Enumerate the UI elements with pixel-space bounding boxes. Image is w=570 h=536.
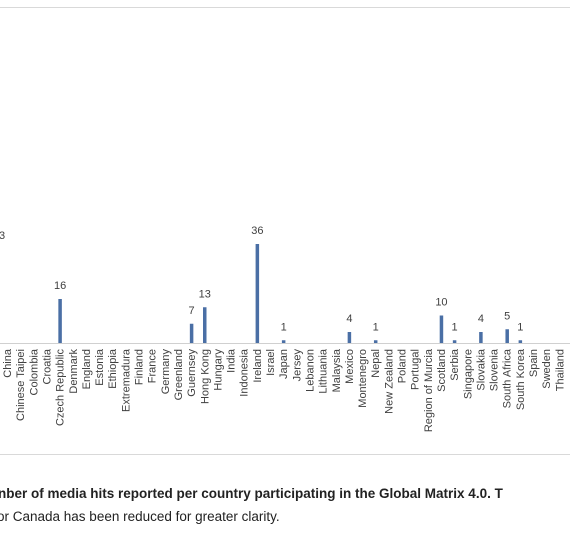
bar-south-africa [505, 329, 509, 343]
value-label-slovakia: 4 [478, 313, 484, 325]
tick-labels-group: China Chinese Taipei Colombia Croatia Czech … [2, 348, 566, 432]
tick-label-germany: Germany [160, 349, 172, 395]
tick-label-new-zealand: New Zealand [383, 349, 395, 414]
tick-label-spain: Spain [528, 349, 540, 377]
tick-label-indonesia: Indonesia [239, 348, 251, 397]
bar-czech-republic [58, 299, 62, 343]
tick-label-japan: Japan [278, 349, 290, 379]
tick-label-india: India [226, 348, 238, 373]
tick-label-nepal: Nepal [370, 349, 382, 378]
tick-label-chinese-taipei: Chinese Taipei [15, 349, 27, 421]
tick-label-south-korea: South Korea [515, 348, 527, 410]
tick-label-serbia: Serbia [449, 348, 461, 381]
partial-data-label: 3 [0, 230, 5, 242]
tick-label-czech-republic: Czech Republic [55, 349, 67, 427]
bar-japan [281, 340, 286, 343]
value-label-czech-republic: 16 [54, 280, 66, 292]
value-label-hong-kong: 13 [199, 288, 211, 300]
tick-label-jersey: Jersey [291, 349, 303, 382]
value-label-guernsey: 7 [189, 305, 195, 317]
bars-group [58, 244, 523, 343]
value-label-scotland: 10 [435, 297, 447, 309]
figure-caption-line-1: nber of media hits reported per country … [0, 486, 503, 501]
tick-label-guernsey: Guernsey [186, 349, 198, 397]
tick-label-finland: Finland [134, 349, 146, 385]
tick-label-denmark: Denmark [68, 349, 80, 394]
tick-label-thailand: Thailand [554, 349, 566, 391]
bar-mexico [347, 332, 352, 343]
tick-label-lithuania: Lithuania [318, 348, 330, 394]
bar-ireland [255, 244, 260, 343]
tick-label-israel: Israel [265, 349, 277, 376]
tick-label-colombia: Colombia [28, 348, 40, 395]
tick-label-croatia: Croatia [41, 348, 53, 384]
tick-label-montenegro: Montenegro [357, 349, 369, 408]
tick-label-poland: Poland [397, 349, 409, 383]
tick-label-portugal: Portugal [410, 349, 422, 390]
tick-label-ireland: Ireland [252, 349, 264, 383]
tick-label-hungary: Hungary [212, 349, 224, 391]
tick-label-china: China [2, 348, 14, 378]
bar-hong-kong [203, 307, 207, 343]
value-label-serbia: 1 [452, 321, 458, 333]
bar-nepal [373, 340, 378, 343]
tick-label-scotland: Scotland [436, 349, 448, 392]
tick-label-france: France [147, 349, 159, 383]
figure-caption-line-2: or Canada has been reduced for greater c… [0, 509, 280, 524]
tick-label-lebanon: Lebanon [304, 349, 316, 392]
bar-south-korea [518, 340, 523, 343]
tick-label-mexico: Mexico [344, 349, 356, 384]
value-label-nepal: 1 [373, 321, 379, 333]
value-label-ireland: 36 [251, 225, 263, 237]
value-label-mexico: 4 [346, 313, 352, 325]
bar-scotland [439, 315, 444, 343]
tick-label-england: England [81, 349, 93, 389]
tick-label-estonia: Estonia [94, 348, 106, 386]
tick-label-hong-kong: Hong Kong [199, 349, 211, 404]
tick-label-sweden: Sweden [541, 349, 553, 389]
bar-guernsey [189, 323, 194, 343]
tick-label-greenland: Greenland [173, 349, 185, 400]
tick-label-slovenia: Slovenia [489, 348, 501, 391]
tick-label-singapore: Singapore [462, 349, 474, 399]
value-label-south-korea: 1 [517, 321, 523, 333]
bar-serbia [452, 340, 457, 343]
tick-label-slovakia: Slovakia [475, 348, 487, 390]
chart-frame: 16 7 13 36 1 4 1 10 1 4 5 1 China Chinese Taipei Colo… [0, 7, 570, 455]
tick-label-extremadura: Extremadura [120, 348, 132, 412]
tick-label-south-africa: South Africa [502, 348, 514, 408]
value-label-japan: 1 [281, 321, 287, 333]
bar-slovakia [479, 332, 483, 343]
tick-label-ethiopia: Ethiopia [107, 348, 119, 389]
value-label-south-africa: 5 [504, 310, 510, 322]
tick-label-region-of-murcia: Region of Murcia [423, 348, 435, 432]
tick-label-malaysia: Malaysia [331, 348, 343, 392]
